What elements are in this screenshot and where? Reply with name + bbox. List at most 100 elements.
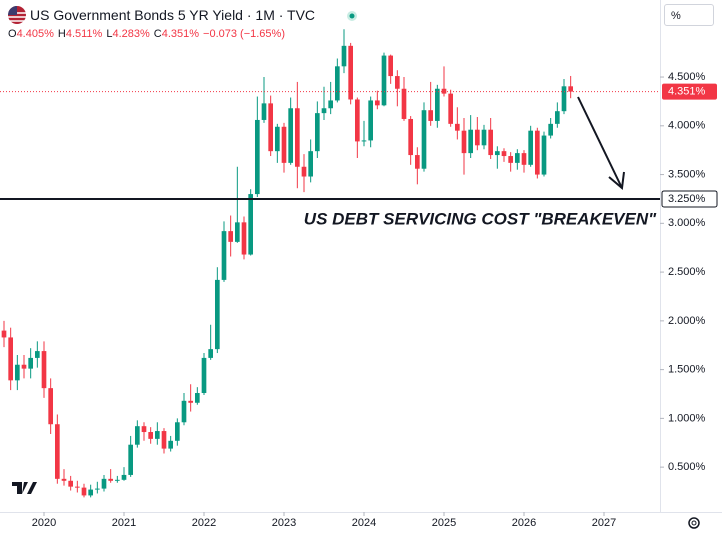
candle-body [435, 88, 440, 121]
legend: US Government Bonds 5 YR Yield · 1M · TV… [0, 0, 660, 44]
x-tick-label: 2020 [32, 517, 56, 529]
candle-body [401, 88, 407, 119]
candle-body [175, 422, 180, 441]
candle-body [255, 119, 260, 195]
x-tick-label: 2021 [112, 517, 136, 529]
ohlc-key: H [57, 28, 66, 40]
candle-body [141, 426, 147, 433]
candle-body [75, 486, 80, 488]
symbol-title: US Government Bonds 5 YR Yield · 1M · TV… [30, 7, 316, 23]
candle-body [108, 478, 113, 481]
status-dot [347, 11, 357, 21]
y-tick-label: 4.000% [668, 120, 706, 132]
candle-body [261, 103, 267, 120]
unit-button[interactable]: % [664, 4, 714, 26]
candle-body [221, 231, 227, 280]
candle-body [361, 140, 367, 142]
candle-body [535, 130, 540, 175]
candle-body [388, 55, 393, 77]
candle-body [521, 153, 527, 165]
y-tick-label: 4.500% [668, 71, 706, 83]
candle-body [568, 86, 573, 92]
candle-body [368, 100, 373, 141]
candle-body [1, 330, 7, 338]
last-price-label: 4.351% [668, 85, 706, 97]
candle-body [355, 99, 360, 142]
candle-body [315, 113, 320, 152]
candle-body [115, 479, 120, 481]
candle-body [508, 156, 513, 163]
candle-body [81, 487, 87, 496]
candle-body [321, 108, 327, 114]
ohlc-key: O [8, 28, 17, 40]
x-tick-label: 2024 [352, 517, 376, 529]
candle-body [235, 222, 240, 242]
candle-body [468, 129, 473, 154]
candle-body [168, 440, 173, 449]
level-badge [661, 190, 718, 208]
candle-body [181, 400, 187, 423]
ohlc-value: 4.405% [16, 28, 54, 40]
candle-body [148, 432, 153, 439]
candle-body [528, 130, 533, 165]
y-tick-label: 1.500% [668, 364, 706, 376]
candle-body [288, 108, 293, 163]
candle-body [41, 351, 47, 389]
candle-body [248, 194, 253, 255]
change: −0.073 (−1.65%) [203, 28, 285, 40]
ohlc-values: O4.405% H4.511% L4.283% C4.351% −0.073 (−1.6… [8, 28, 285, 40]
candle-body [275, 126, 280, 152]
candle-body [488, 129, 493, 156]
candle-body [21, 364, 27, 369]
candle-body [561, 86, 567, 112]
tv-logo [12, 482, 37, 494]
candle-body [35, 351, 40, 358]
flag-icon [8, 6, 26, 24]
candle-body [475, 129, 480, 146]
candle-body [68, 480, 73, 487]
candle-body [161, 431, 167, 449]
candle-body [548, 123, 553, 136]
settings-icon[interactable] [688, 517, 700, 529]
candle-body [281, 126, 287, 163]
candle-body [328, 100, 333, 109]
ohlc-value: 4.511% [65, 28, 103, 40]
x-tick-label: 2022 [192, 517, 216, 529]
arrow [577, 96, 622, 187]
candle-body [295, 108, 300, 167]
candle-body [348, 45, 353, 100]
ohlc-value: 4.351% [161, 28, 200, 40]
candle-body [301, 166, 307, 177]
candle-body [481, 129, 487, 146]
candle-body [515, 153, 520, 163]
candle-body [88, 489, 93, 496]
candle-body [268, 103, 273, 152]
candle-body [121, 474, 127, 480]
candle-body [128, 444, 133, 475]
y-tick-label: 3.000% [668, 217, 706, 229]
y-tick-label: 3.500% [668, 168, 706, 180]
candle-body [555, 111, 560, 124]
candle-body [415, 155, 420, 169]
candle-body [101, 478, 107, 489]
candle-body [215, 279, 220, 350]
ohlc-value: 4.283% [112, 28, 150, 40]
y-tick-label: 1.000% [668, 412, 706, 424]
x-tick-label: 2025 [432, 517, 456, 529]
candle-body [541, 135, 547, 175]
candle-body [61, 478, 67, 481]
candle-body [408, 118, 413, 156]
annotation: US DEBT SERVICING COST "BREAKEVEN" [304, 209, 657, 228]
x-tick-label: 2023 [272, 517, 296, 529]
candle-body [48, 388, 53, 425]
candle-body [28, 357, 33, 369]
candle-body [55, 424, 60, 479]
level-label: 3.250% [668, 193, 706, 205]
candle-body [195, 393, 200, 403]
candle-body [201, 357, 207, 394]
candle-body [421, 110, 427, 169]
candle-body [135, 426, 140, 445]
candle-body [188, 400, 193, 403]
